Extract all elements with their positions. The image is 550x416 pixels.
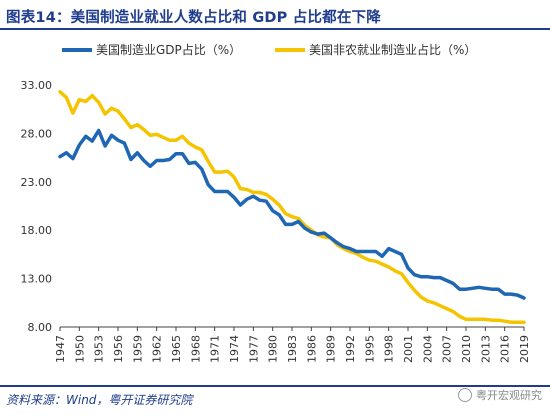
series-line-gdp-share [58, 128, 526, 300]
x-tick-label: 2019 [518, 335, 531, 363]
source-note: 资料来源：Wind，粤开证券研究院 [6, 393, 193, 407]
legend-label-employment: 美国非农就业制造业占比（%） [309, 42, 476, 57]
x-tick-label: 1965 [170, 335, 183, 363]
title-divider [0, 28, 550, 30]
chart-legend: 美国制造业GDP占比（%） 美国非农就业制造业占比（%） [62, 42, 476, 57]
y-tick-label: 13.00 [21, 273, 53, 286]
x-tick-label: 2004 [421, 335, 434, 363]
x-tick-label: 1950 [73, 335, 86, 363]
y-tick-label: 23.00 [21, 176, 53, 189]
x-tick-label: 1947 [54, 335, 67, 363]
y-tick-label: 33.00 [21, 79, 53, 92]
series-line-employment-share [58, 90, 526, 324]
x-tick-label: 1977 [247, 335, 260, 363]
x-tick-label: 2016 [499, 335, 512, 363]
chart-title: 图表14：美国制造业就业人数占比和 GDP 占比都在下降 [6, 10, 381, 26]
legend-label-gdp: 美国制造业GDP占比（%） [96, 42, 241, 57]
x-tick-label: 1968 [189, 335, 202, 363]
x-tick-label: 1983 [286, 335, 299, 363]
line-chart: 美国制造业GDP占比（%） 美国非农就业制造业占比（%） 8.00 13.00 18… [21, 42, 532, 363]
x-tick-label: 1980 [267, 335, 280, 363]
x-tick-label: 1992 [344, 335, 357, 363]
watermark: 粤开宏观研究 [458, 387, 542, 403]
wechat-icon [458, 388, 472, 402]
x-tick-label: 1959 [131, 335, 144, 363]
x-tick-label: 1995 [363, 335, 376, 363]
y-tick-label: 18.00 [21, 224, 53, 237]
x-tick-label: 1974 [228, 335, 241, 363]
x-tick-label: 2001 [402, 335, 415, 363]
x-tick-label: 2013 [479, 335, 492, 363]
plot-area [58, 90, 526, 324]
x-tick-label: 1986 [305, 335, 318, 363]
x-tick-label: 2007 [441, 335, 454, 363]
x-axis: 1947 1950 1953 1956 1959 1962 1965 1968 1971 1974… [54, 327, 531, 363]
x-tick-label: 1998 [383, 335, 396, 363]
y-axis: 8.00 13.00 18.00 23.00 28.00 33.00 [21, 79, 53, 334]
x-tick-label: 1962 [151, 335, 164, 363]
footer-divider [0, 385, 550, 387]
y-tick-label: 8.00 [28, 321, 53, 334]
y-tick-label: 28.00 [21, 127, 53, 140]
x-tick-label: 1989 [325, 335, 338, 363]
x-tick-label: 2010 [460, 335, 473, 363]
watermark-label: 粤开宏观研究 [476, 389, 542, 402]
x-tick-label: 1953 [93, 335, 106, 363]
x-tick-label: 1956 [112, 335, 125, 363]
x-tick-label: 1971 [209, 335, 222, 363]
